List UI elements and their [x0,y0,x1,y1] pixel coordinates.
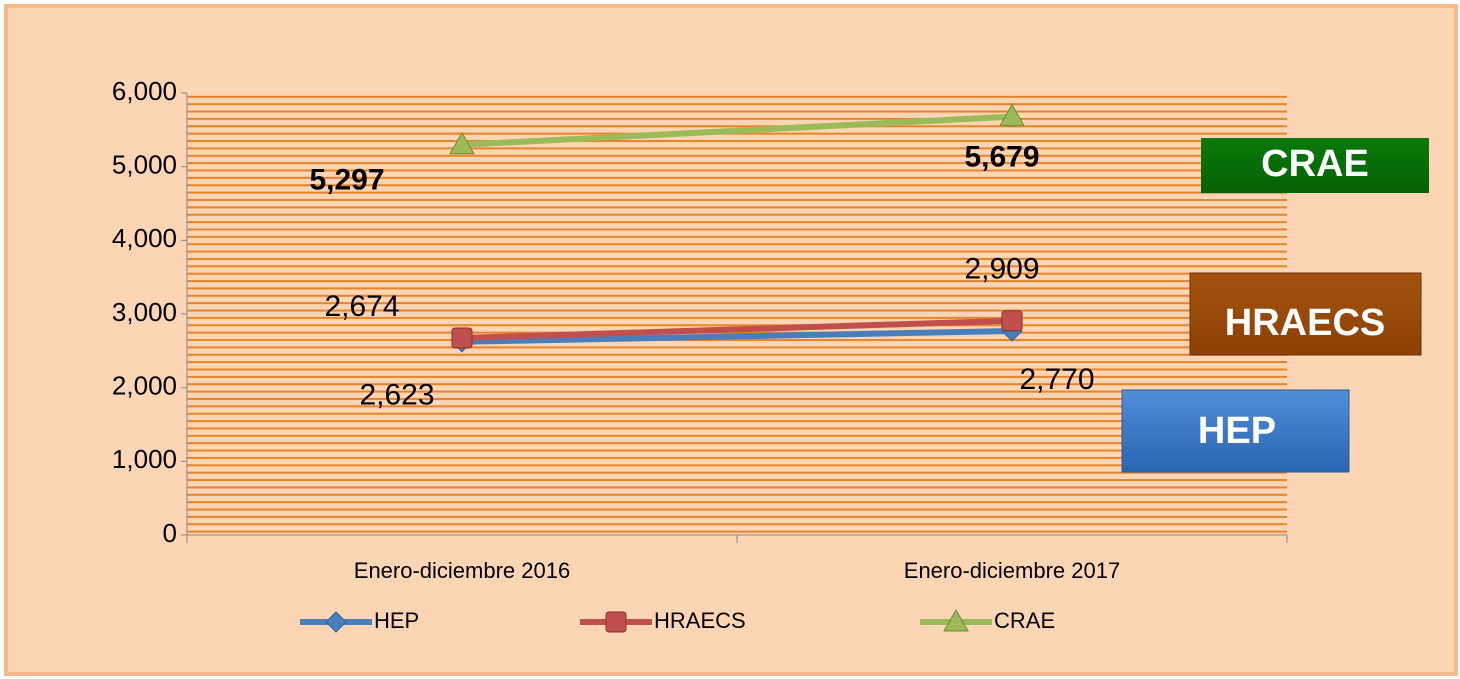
y-tick-label: 2,000 [112,371,177,401]
callout-box [1121,389,1350,473]
plot-area [187,93,1287,535]
legend-label: HEP [374,608,419,633]
callout-crae: CRAE [1201,138,1429,193]
marker [449,131,475,155]
data-label: 5,297 [309,164,384,197]
callout-label: HRAECS [1225,302,1385,344]
marker [451,327,473,349]
data-label: 2,623 [359,379,434,412]
callout-hep: HEP [1121,389,1350,473]
data-label: 5,679 [964,141,1039,174]
legend-label: HRAECS [654,608,746,633]
callout-label: HEP [1198,410,1276,452]
legend-marker [943,608,969,632]
series-line [461,113,1013,148]
y-tick-label: 4,000 [112,223,177,253]
callout-box [1189,272,1422,356]
legend-marker [605,611,627,633]
callout-hraecs: HRAECS [1189,272,1422,356]
y-tick-label: 5,000 [112,150,177,180]
data-label: 2,674 [324,290,399,323]
callout-box [1201,138,1429,193]
y-tick-label: 6,000 [112,76,177,106]
y-tick-label: 0 [163,518,177,548]
legend-label: CRAE [994,608,1055,633]
marker [999,103,1025,127]
callout-label: CRAE [1261,143,1369,185]
series-line [461,317,1013,342]
series-line [461,327,1013,345]
data-label: 2,909 [964,253,1039,286]
data-label: 2,770 [1019,363,1094,396]
x-tick-label: Enero-diciembre 2017 [904,558,1120,583]
legend-marker [325,611,347,633]
marker [1001,310,1023,332]
x-tick-label: Enero-diciembre 2016 [354,558,570,583]
y-tick-label: 1,000 [112,444,177,474]
y-tick-label: 3,000 [112,297,177,327]
